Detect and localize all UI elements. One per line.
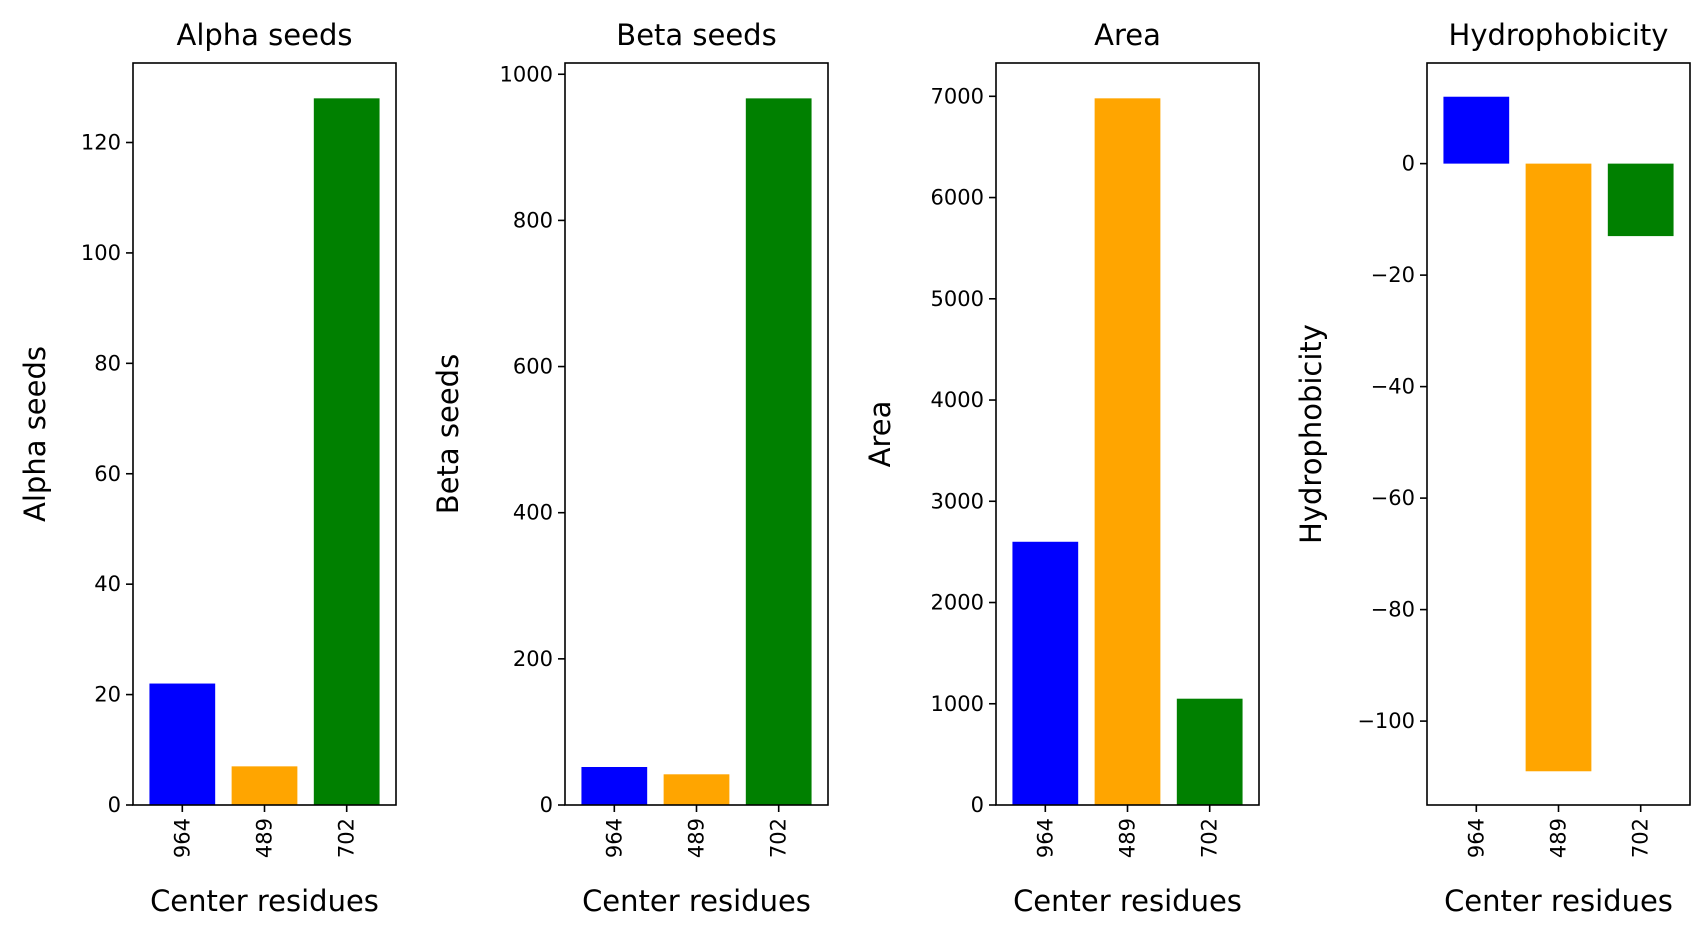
bar-702 xyxy=(745,98,812,805)
x-tick-label: 702 xyxy=(1629,818,1653,858)
y-tick-label: 0 xyxy=(1402,152,1415,176)
x-tick-label: 702 xyxy=(767,818,791,858)
bar-964 xyxy=(581,767,648,805)
x-tick-label: 702 xyxy=(335,818,359,858)
bar-964 xyxy=(149,683,216,805)
y-tick-label: −60 xyxy=(1371,486,1415,510)
bar-489 xyxy=(231,766,298,805)
y-tick-label: 1000 xyxy=(500,62,553,86)
x-axis-title: Center residues xyxy=(1444,884,1673,918)
y-tick-label: −40 xyxy=(1371,375,1415,399)
chart-panel-2: 0 200 400 600 800 1000 964 489 702 Beta seeds Cent… xyxy=(431,18,829,918)
bar-964 xyxy=(1443,96,1510,164)
y-tick-label: 0 xyxy=(971,793,984,817)
y-tick-label: 120 xyxy=(81,131,121,155)
y-tick-label: 60 xyxy=(94,462,121,486)
y-tick-label: 40 xyxy=(94,572,121,596)
bar-489 xyxy=(663,774,730,805)
y-axis-title: Hydrophobicity xyxy=(1294,324,1328,544)
chart-panel-1: 0 20 40 60 80 100 120 964 489 702 Alpha seeds Cente… xyxy=(18,18,397,918)
y-tick-label: 2000 xyxy=(931,591,984,615)
bar-964 xyxy=(1012,541,1079,805)
y-tick-label: 1000 xyxy=(931,692,984,716)
y-tick-label: 800 xyxy=(513,208,553,232)
panel-title: Area xyxy=(1094,18,1161,52)
y-tick-label: −80 xyxy=(1371,598,1415,622)
chart-panel-3: 0 1000 2000 3000 4000 5000 6000 7000 964 489 702 Ar… xyxy=(863,18,1260,918)
bar-489 xyxy=(1525,163,1592,772)
panel-title: Hydrophobicity xyxy=(1449,18,1669,52)
x-axis-title: Center residues xyxy=(150,884,379,918)
y-tick-label: 0 xyxy=(108,793,121,817)
x-axis-title: Center residues xyxy=(1013,884,1242,918)
x-tick-label: 489 xyxy=(253,818,277,858)
panel-title: Beta seeds xyxy=(616,18,776,52)
x-tick-label: 964 xyxy=(602,818,626,858)
bar-702 xyxy=(1607,163,1674,237)
bar-489 xyxy=(1094,98,1161,806)
y-tick-label: 6000 xyxy=(931,186,984,210)
y-tick-label: 400 xyxy=(513,501,553,525)
y-tick-label: 3000 xyxy=(931,489,984,513)
y-tick-label: 80 xyxy=(94,351,121,375)
y-axis-title: Area xyxy=(863,401,897,468)
y-tick-label: 20 xyxy=(94,683,121,707)
y-tick-label: 100 xyxy=(81,241,121,265)
x-tick-label: 964 xyxy=(1464,818,1488,858)
panel-title: Alpha seeds xyxy=(177,18,353,52)
x-axis-title: Center residues xyxy=(582,884,811,918)
x-tick-label: 702 xyxy=(1198,818,1222,858)
bar-702 xyxy=(1176,698,1243,805)
x-tick-label: 489 xyxy=(685,818,709,858)
x-tick-label: 964 xyxy=(1033,818,1057,858)
bar-702 xyxy=(313,98,380,806)
x-tick-label: 489 xyxy=(1547,818,1571,858)
y-tick-label: 7000 xyxy=(931,84,984,108)
y-tick-label: 200 xyxy=(513,647,553,671)
y-tick-label: 600 xyxy=(513,355,553,379)
x-tick-label: 489 xyxy=(1116,818,1140,858)
y-tick-label: −100 xyxy=(1357,709,1415,733)
y-tick-label: 5000 xyxy=(931,287,984,311)
y-axis-title: Alpha seeds xyxy=(18,346,52,522)
y-tick-label: −20 xyxy=(1371,263,1415,287)
y-tick-label: 4000 xyxy=(931,388,984,412)
x-tick-label: 964 xyxy=(170,818,194,858)
y-axis-title: Beta seeds xyxy=(431,354,465,514)
y-tick-label: 0 xyxy=(540,793,553,817)
chart-panel-4: 0 −20 −40 −60 −80 −100 964 489 702 Hydrophobicity… xyxy=(1294,18,1691,918)
